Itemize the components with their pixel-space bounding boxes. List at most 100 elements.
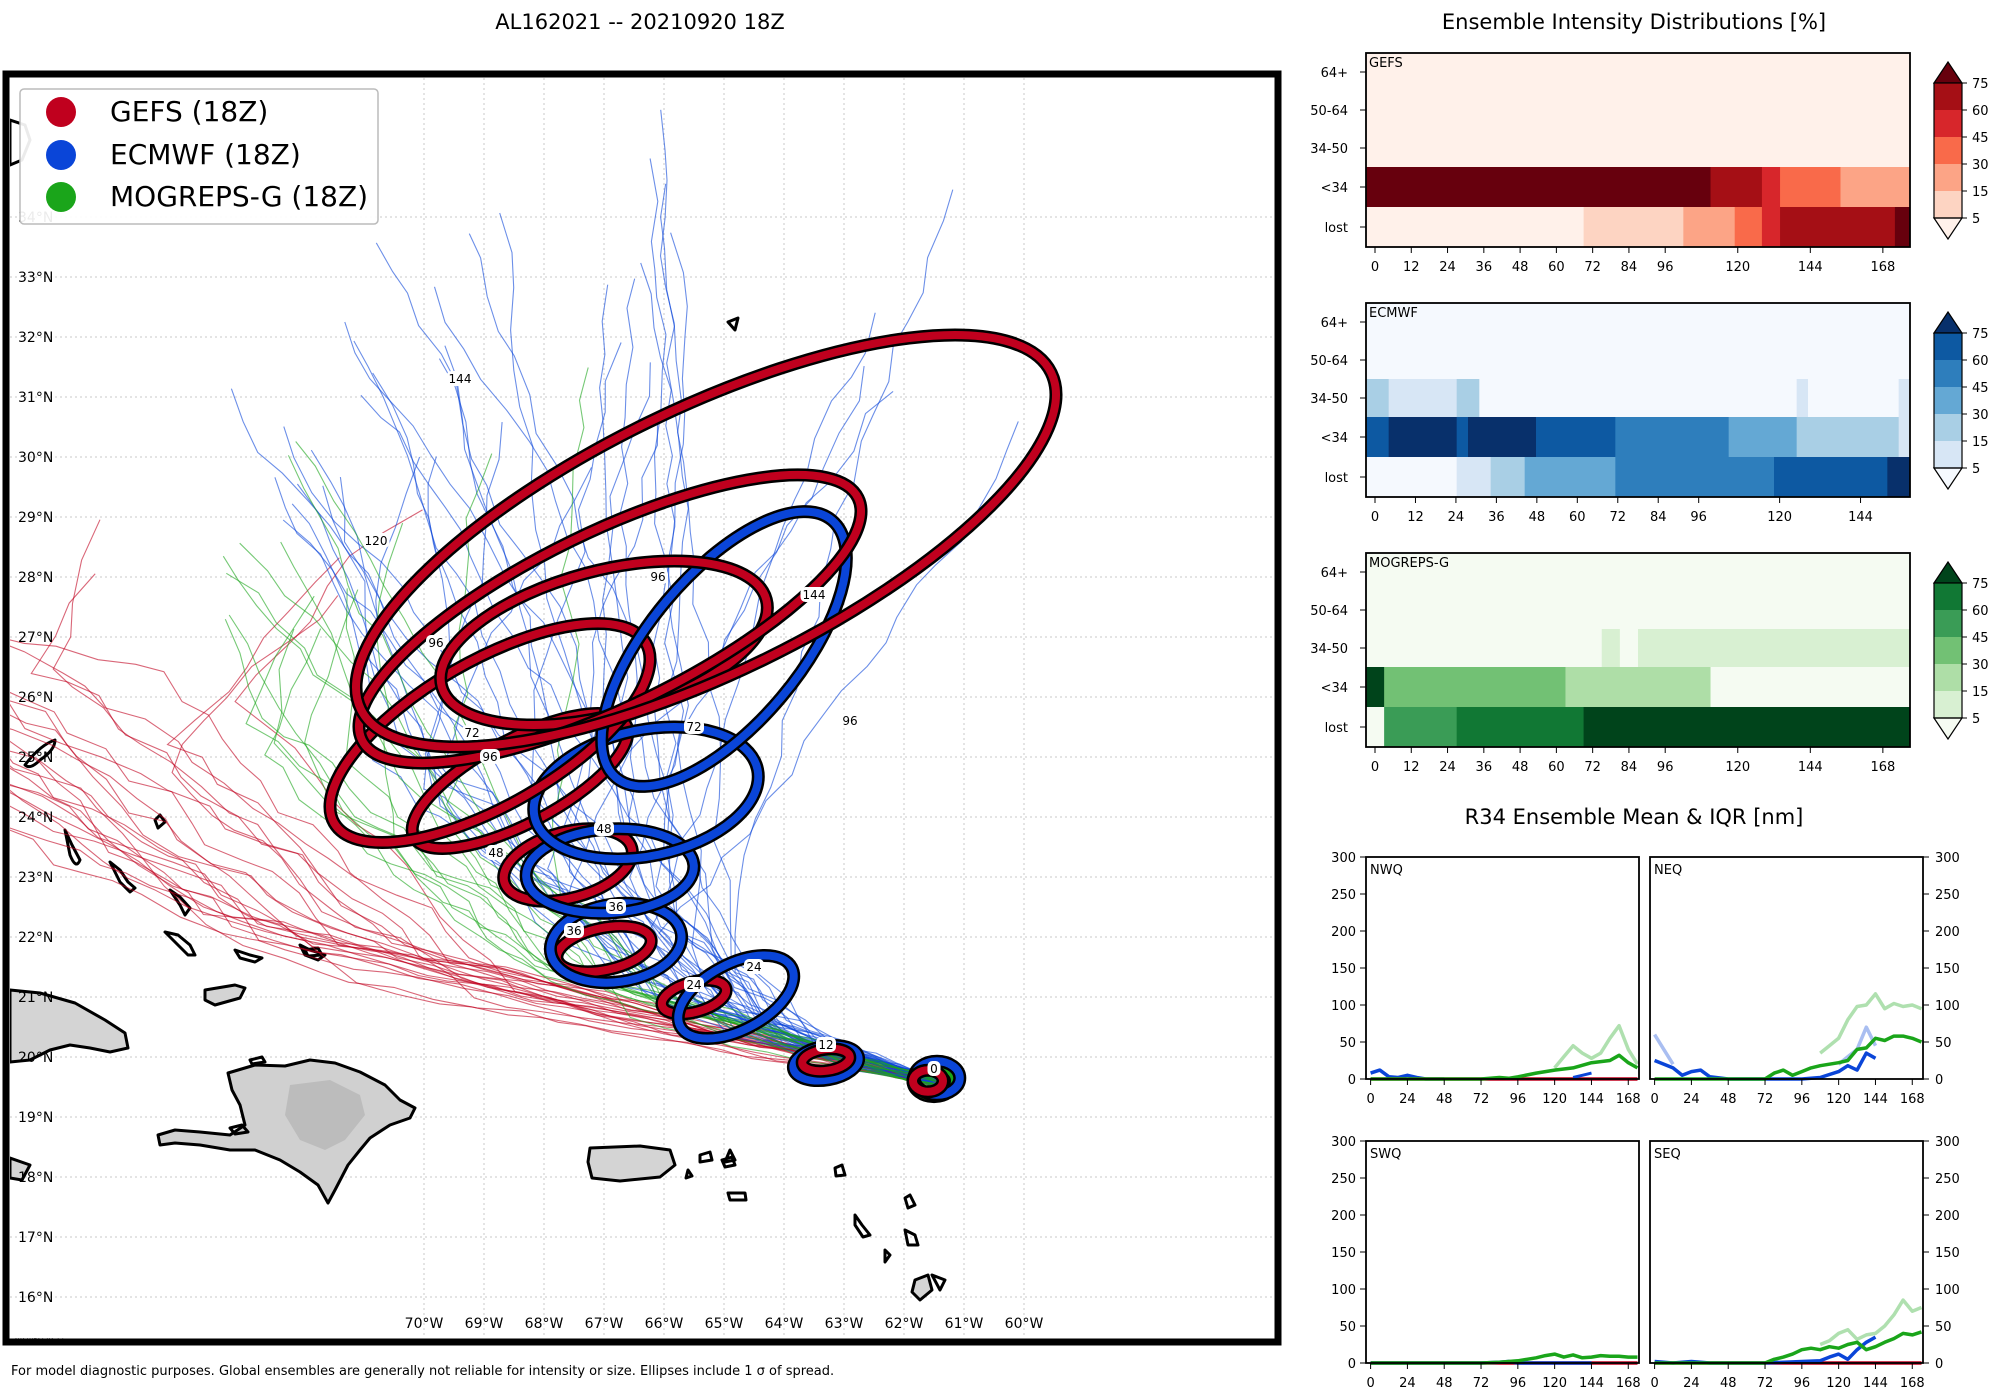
gefs-heat-cell [1366,129,1911,168]
r34-y-label: 200 [1331,925,1356,940]
heat-x-label: 0 [1371,260,1379,275]
ecmwf-heat-cell [1524,457,1616,498]
r34-x-label: 120 [1542,1092,1567,1107]
gefs-heat-cell [1710,167,1763,208]
r34-x-label: 0 [1650,1376,1658,1391]
gefs-heat-cell [1894,207,1911,248]
heat-row-label: 64+ [1321,566,1348,581]
r34-x-label: 144 [1863,1376,1888,1391]
r34-x-label: 0 [1650,1092,1658,1107]
ecmwf-heat-cell [1898,379,1911,418]
ecmwf-heat-cell [1774,457,1888,498]
ecmwf-heat-cell [1388,379,1458,418]
colorbar-label: 15 [1972,435,1989,450]
colorbar-min-arrow [1932,467,1964,491]
map-lon-label: 62°W [885,1316,924,1332]
r34-x-label: 48 [1720,1376,1737,1391]
heat-x-label: 168 [1870,760,1895,775]
legend-box [19,88,379,225]
gefs-ensemble-track [10,827,934,1087]
map-lat-label: 23°N [18,870,53,886]
ecmwf-heat-cell [1536,417,1616,458]
heat-x-label: 48 [1512,760,1529,775]
map-lat-label: 25°N [18,750,53,766]
r34-y-label: 0 [1935,1073,1943,1088]
heat-x-label: 84 [1621,260,1638,275]
heat-x-label: 168 [1870,260,1895,275]
ellipse-hour-label: 144 [449,372,472,386]
heat-row-label: lost [1325,721,1348,736]
hispaniola-inner-shade [285,1080,365,1150]
r34-x-label: 120 [1542,1376,1567,1391]
mogreps-r34-iqr-line [1553,1023,1639,1070]
ellipse-label-bg [840,713,860,728]
ellipse-label-bg [684,977,704,992]
colorbar-min-arrow [1932,717,1964,741]
map-lat-label: 32°N [18,330,53,346]
island-small-9 [833,1163,847,1178]
ellipse-label-bg [446,371,474,386]
mogreps-legend-marker [46,182,76,212]
gefs-ensemble-track [10,691,934,1086]
legend-label-gefs: GEFS (18Z) [110,95,268,128]
r34-y-label: 250 [1935,1172,1960,1187]
r34-x-label: 144 [1863,1092,1888,1107]
ellipse-hour-label: 36 [608,900,623,914]
colorbar-label: 60 [1972,354,1989,369]
heat-row-label: <34 [1321,681,1348,696]
mogreps-heat-cell [1384,707,1458,748]
r34-y-label: 150 [1331,1246,1356,1261]
island-small-3 [228,1123,250,1136]
colorbar-label: 30 [1972,408,1989,423]
r34-y-label: 150 [1331,962,1356,977]
bahamas-island-5 [163,930,197,957]
colorbar-cell [1934,637,1962,665]
heat-row-label: <34 [1321,431,1348,446]
r34-x-label: 48 [1436,1092,1453,1107]
r34-y-label: 50 [1339,1036,1356,1051]
r34-y-label: 300 [1331,851,1356,866]
ellipse-hour-label: 120 [365,534,388,548]
ecmwf-heat-cell [1456,457,1492,498]
ellipse-hour-label: 24 [746,960,761,974]
colorbar-cell [1934,583,1962,611]
island-small-15 [930,1273,947,1292]
colorbar-cell [1934,191,1962,219]
r34-x-label: 0 [1366,1376,1374,1391]
heat-x-label: 12 [1407,510,1424,525]
gefs-heat-cell [1583,207,1684,248]
ecmwf-r34-iqr-line [1653,1033,1675,1066]
r34-y-label: 100 [1331,999,1356,1014]
r34-x-label: 96 [1794,1092,1811,1107]
ecmwf-legend-marker [46,140,76,170]
heat-x-label: 24 [1439,260,1456,275]
colorbar-max-arrow [1932,560,1964,584]
r34-x-label: 144 [1579,1092,1604,1107]
ellipse-hour-label: 36 [566,924,581,938]
r34-panel-label: SEQ [1654,1147,1681,1162]
mogreps-heat-cell [1366,667,1385,708]
mogreps-intensity-panel: 64+ 50-64 34-50 <34 lost MOGREPS-G 0 12 24 36 48 60… [1310,552,1989,775]
ellipse-label-bg [606,899,626,914]
map-lon-label: 61°W [945,1316,984,1332]
ellipse-label-bg [648,569,668,584]
mogreps-ensemble-track [304,589,934,1085]
colorbar-label: 5 [1972,212,1980,227]
colorbar-label: 75 [1972,577,1989,592]
ellipse-hour-label: 96 [650,570,665,584]
colorbar-label: 45 [1972,381,1989,396]
r34-y-label: 50 [1935,1036,1952,1051]
cuba-land [10,988,130,1064]
ecmwf-heat-cell [1808,379,1900,418]
colorbar-cell [1934,360,1962,388]
mogreps-heat-cell [1565,667,1712,708]
r34-x-label: 72 [1473,1092,1490,1107]
ecmwf-heat-cell [1366,379,1390,418]
r34-y-label: 0 [1935,1357,1943,1372]
gefs-ellipse-96h [326,619,654,847]
r34-x-label: 96 [1794,1376,1811,1391]
heat-frame [1365,302,1911,498]
heat-x-label: 144 [1798,760,1823,775]
